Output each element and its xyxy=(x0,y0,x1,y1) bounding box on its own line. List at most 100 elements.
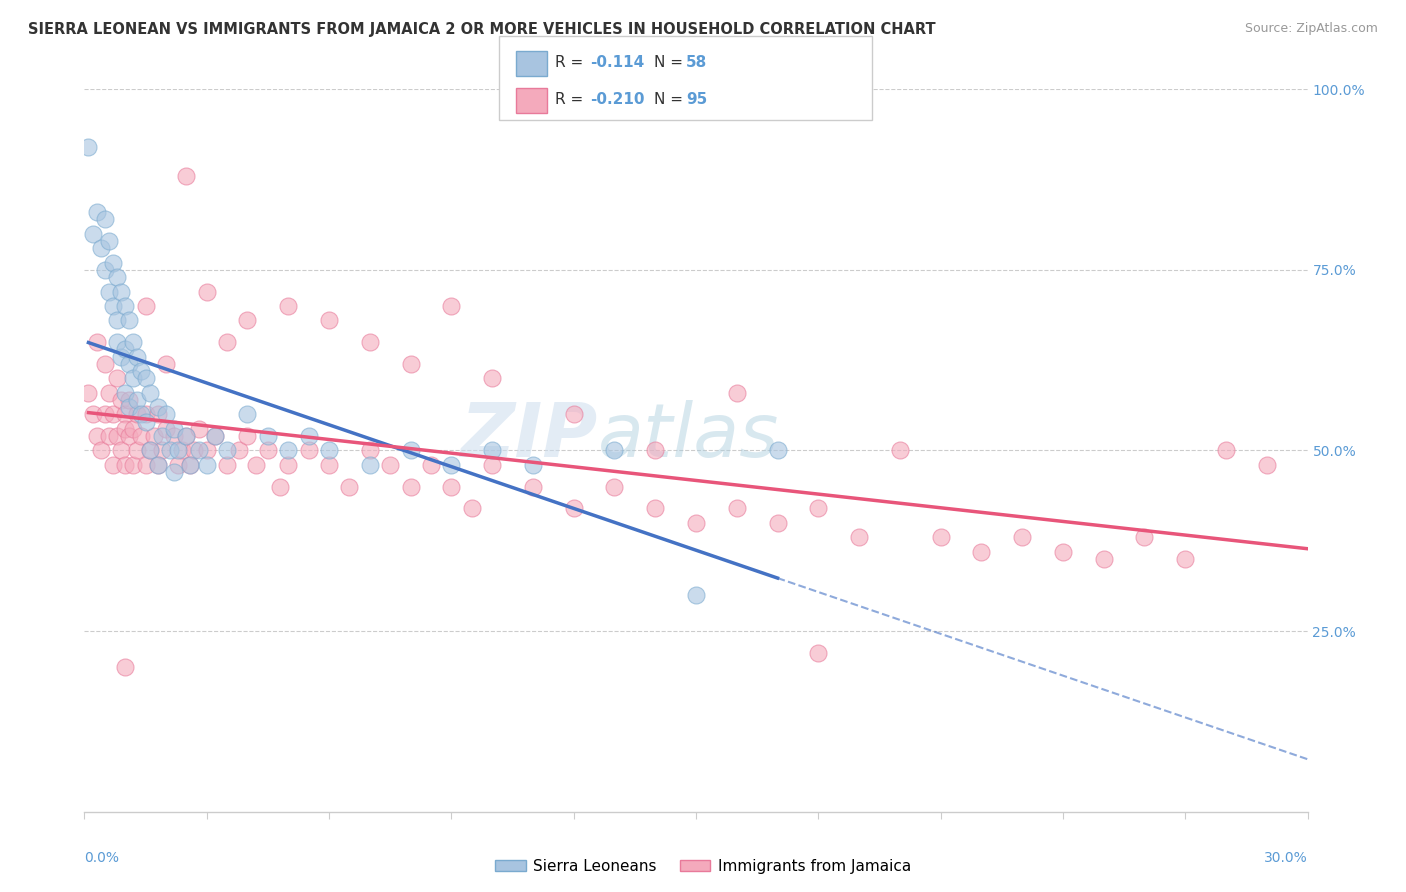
Point xyxy=(101,458,124,472)
Point xyxy=(1133,530,1156,544)
Point xyxy=(1256,458,1278,472)
Point xyxy=(167,443,190,458)
Point xyxy=(163,465,186,479)
Point xyxy=(122,458,145,472)
Point xyxy=(318,443,340,458)
Point xyxy=(420,458,443,472)
Point xyxy=(105,371,128,385)
Point xyxy=(146,407,169,421)
Text: N =: N = xyxy=(654,93,688,107)
Point xyxy=(359,458,381,472)
Point xyxy=(644,501,666,516)
Point xyxy=(174,169,197,183)
Point xyxy=(1011,530,1033,544)
Point xyxy=(461,501,484,516)
Point xyxy=(131,407,153,421)
Point xyxy=(93,262,115,277)
Point xyxy=(122,422,145,436)
Point xyxy=(135,299,157,313)
Point xyxy=(105,334,128,349)
Point xyxy=(269,480,291,494)
Point xyxy=(1092,551,1115,566)
Point xyxy=(359,334,381,349)
Point xyxy=(127,443,149,458)
Point xyxy=(228,443,250,458)
Point xyxy=(101,299,124,313)
Text: Source: ZipAtlas.com: Source: ZipAtlas.com xyxy=(1244,22,1378,36)
Point xyxy=(685,516,707,530)
Point xyxy=(359,443,381,458)
Point xyxy=(135,371,157,385)
Point xyxy=(339,480,361,494)
Point xyxy=(440,299,463,313)
Point xyxy=(236,313,259,327)
Point xyxy=(97,429,120,443)
Point xyxy=(318,313,340,327)
Y-axis label: 2 or more Vehicles in Household: 2 or more Vehicles in Household xyxy=(0,339,7,562)
Text: R =: R = xyxy=(555,55,589,70)
Point xyxy=(135,415,157,429)
Point xyxy=(110,350,132,364)
Point xyxy=(122,334,145,349)
Point xyxy=(127,350,149,364)
Point xyxy=(172,443,194,458)
Point xyxy=(138,443,160,458)
Text: SIERRA LEONEAN VS IMMIGRANTS FROM JAMAICA 2 OR MORE VEHICLES IN HOUSEHOLD CORREL: SIERRA LEONEAN VS IMMIGRANTS FROM JAMAIC… xyxy=(28,22,936,37)
Point xyxy=(174,429,197,443)
Point xyxy=(118,429,141,443)
Point xyxy=(135,407,157,421)
Point xyxy=(195,458,218,472)
Point xyxy=(114,385,136,400)
Point xyxy=(150,429,173,443)
Text: N =: N = xyxy=(654,55,688,70)
Point xyxy=(685,588,707,602)
Point xyxy=(298,443,321,458)
Point xyxy=(150,443,173,458)
Point xyxy=(155,357,177,371)
Point xyxy=(766,516,789,530)
Point xyxy=(277,443,299,458)
Point xyxy=(101,407,124,421)
Point xyxy=(807,646,830,660)
Point xyxy=(122,371,145,385)
Point xyxy=(101,255,124,269)
Point xyxy=(277,458,299,472)
Point xyxy=(105,429,128,443)
Point xyxy=(440,480,463,494)
Point xyxy=(110,285,132,299)
Point xyxy=(399,480,422,494)
Point xyxy=(118,392,141,407)
Point xyxy=(159,443,181,458)
Point xyxy=(118,313,141,327)
Point xyxy=(399,357,422,371)
Point xyxy=(118,357,141,371)
Point xyxy=(142,429,165,443)
Point xyxy=(155,407,177,421)
Point xyxy=(127,407,149,421)
Point xyxy=(889,443,911,458)
Point xyxy=(277,299,299,313)
Point xyxy=(155,422,177,436)
Point xyxy=(187,422,209,436)
Point xyxy=(97,234,120,248)
Point xyxy=(146,458,169,472)
Point xyxy=(146,400,169,414)
Point xyxy=(183,443,205,458)
Point xyxy=(257,429,280,443)
Point xyxy=(481,371,503,385)
Point xyxy=(970,544,993,558)
Point xyxy=(1215,443,1237,458)
Point xyxy=(236,429,259,443)
Point xyxy=(82,407,104,421)
Point xyxy=(114,458,136,472)
Point xyxy=(93,407,115,421)
Point xyxy=(110,392,132,407)
Point xyxy=(522,480,544,494)
Point xyxy=(114,660,136,674)
Point xyxy=(179,458,201,472)
Point xyxy=(217,443,239,458)
Point xyxy=(217,458,239,472)
Point xyxy=(146,458,169,472)
Point xyxy=(97,285,120,299)
Point xyxy=(163,429,186,443)
